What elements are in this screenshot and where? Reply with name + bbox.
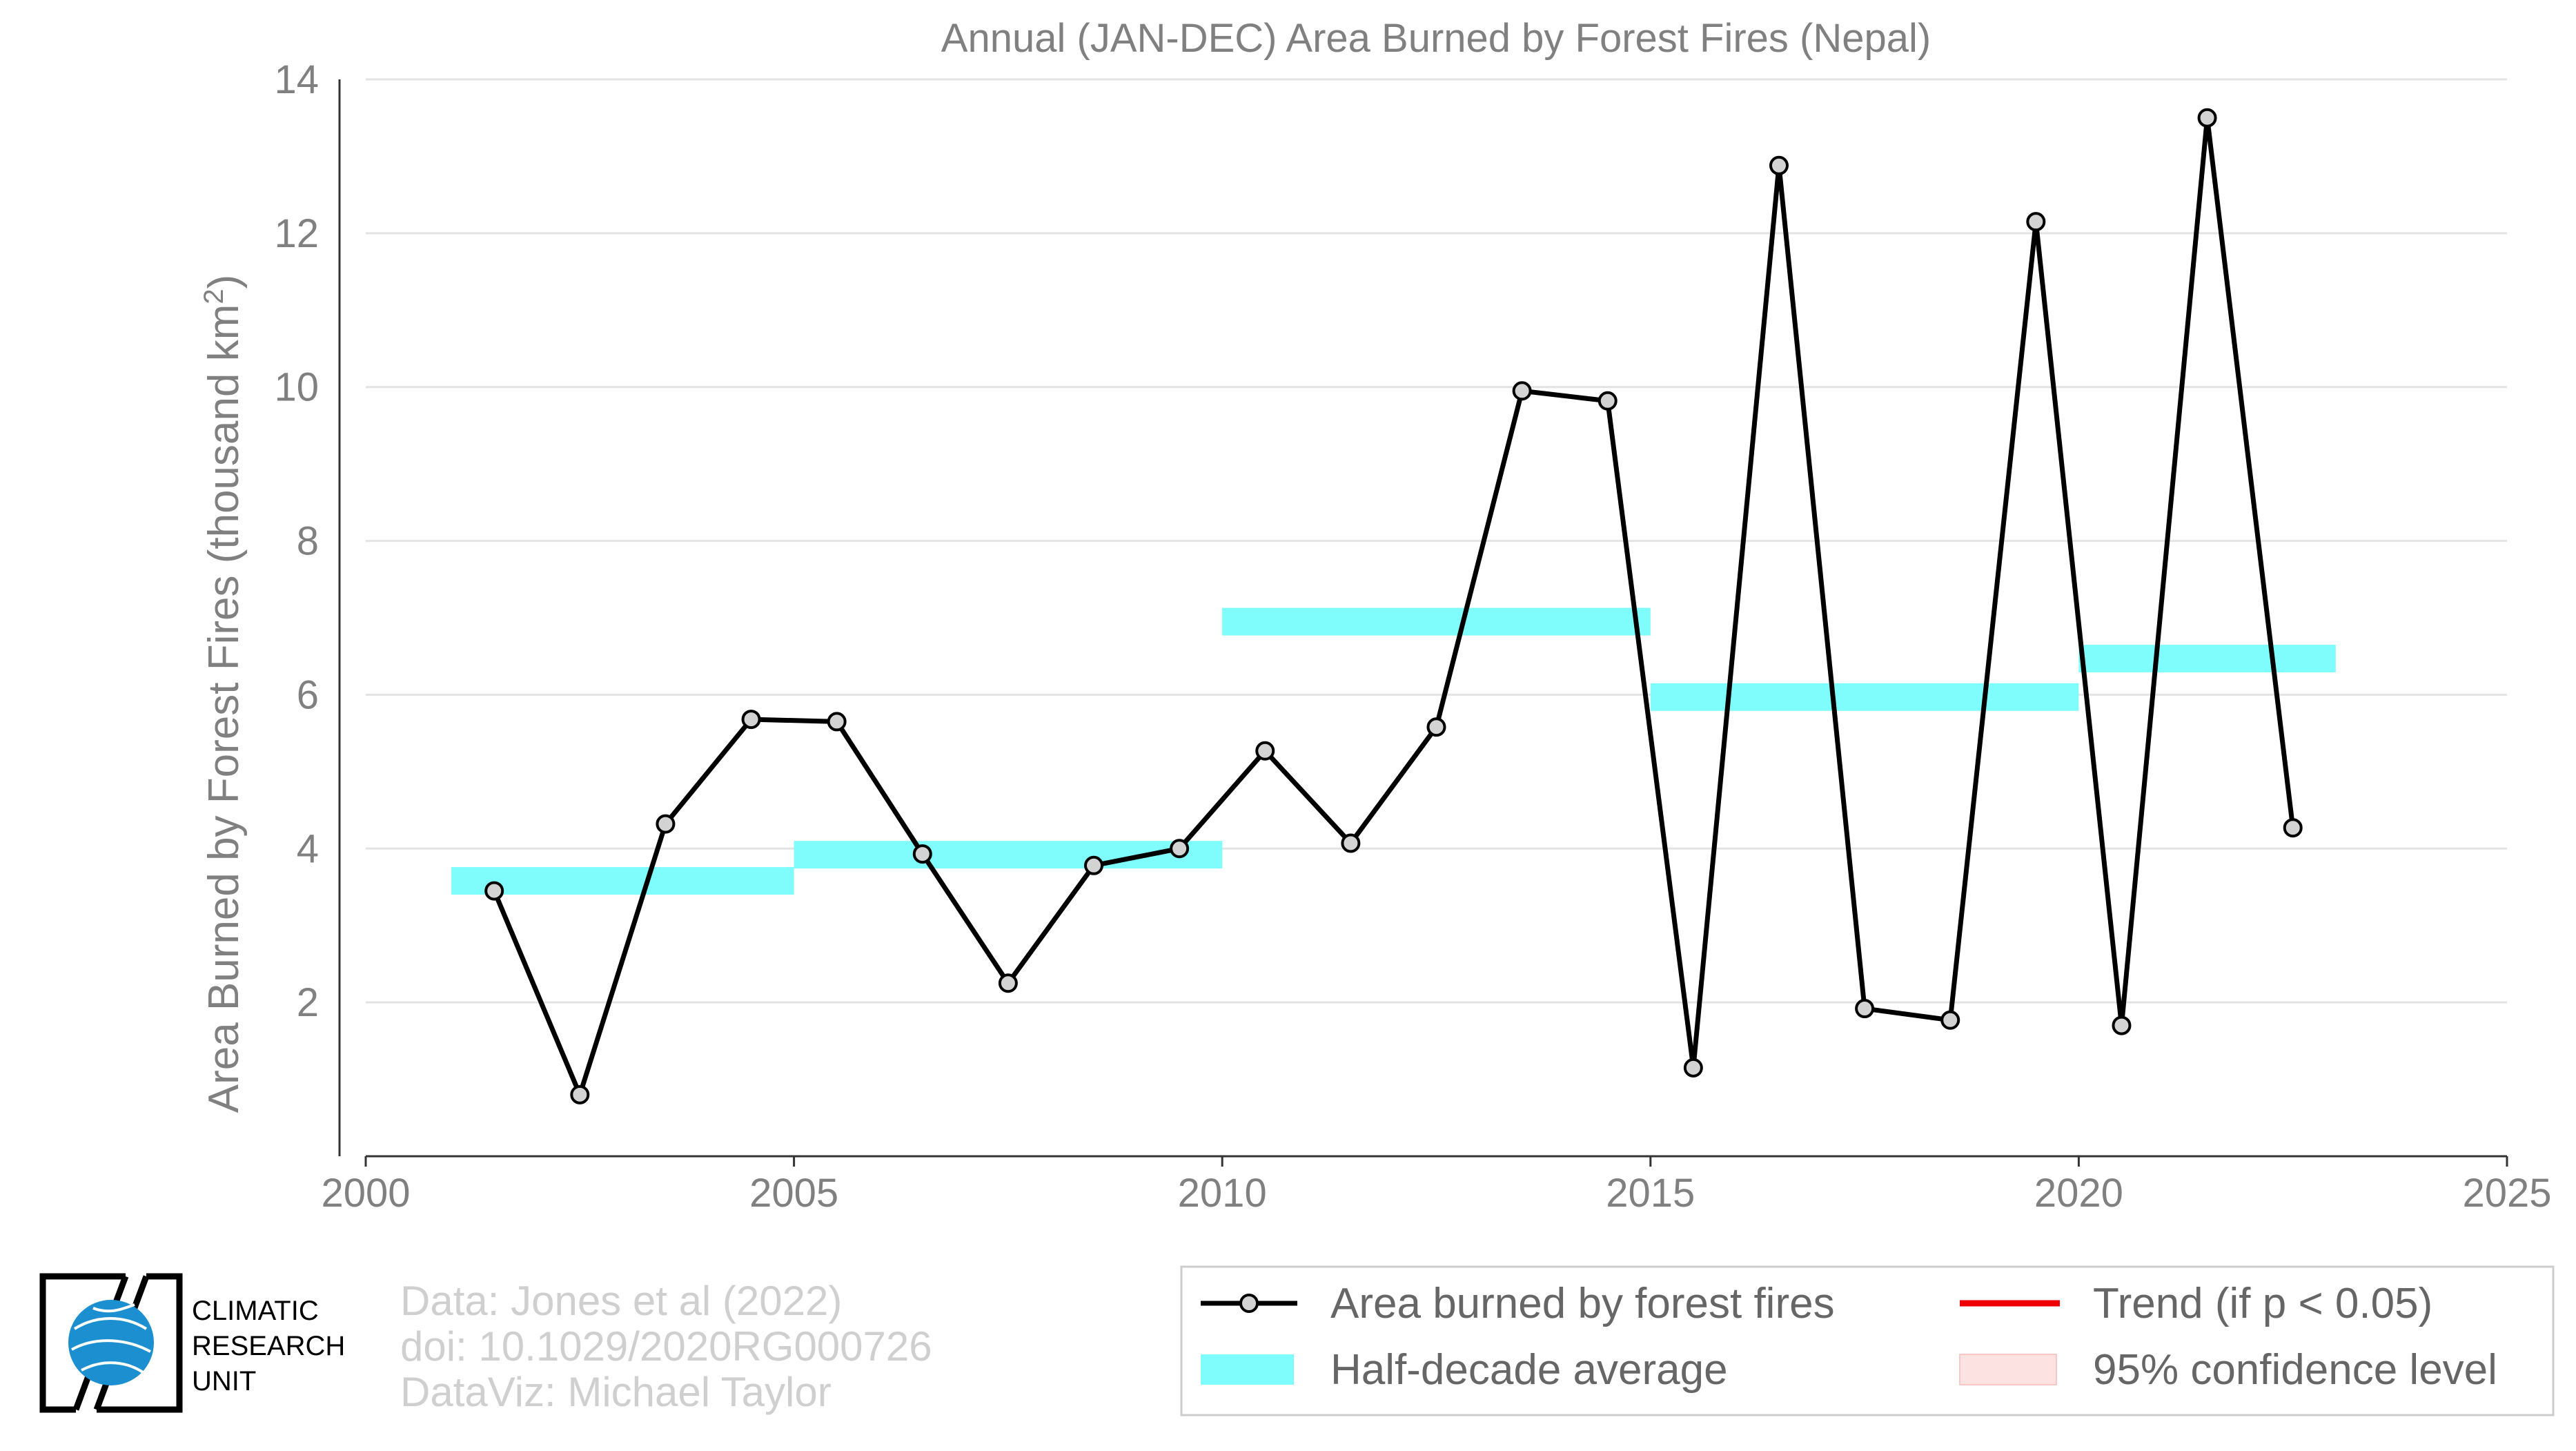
- data-point: [998, 973, 1018, 993]
- x-tick-label: 2020: [2034, 1171, 2123, 1216]
- half-decade-band: [1222, 607, 1651, 636]
- legend-label-trend: Trend (if p < 0.05): [2093, 1280, 2432, 1327]
- legend-swatch-half-decade: [1201, 1354, 1294, 1385]
- y-axis-label-superscript: 2: [199, 289, 229, 304]
- data-point: [1769, 155, 1789, 175]
- x-tick-label: 2015: [1606, 1171, 1695, 1216]
- chart-title: Annual (JAN-DEC) Area Burned by Forest F…: [941, 16, 1931, 61]
- data-point: [1683, 1058, 1703, 1078]
- credit-data: Data: Jones et al (2022): [400, 1278, 842, 1324]
- x-tick-label: 2025: [2462, 1171, 2551, 1216]
- y-tick-label: 8: [297, 519, 319, 564]
- axes: [338, 79, 2507, 1158]
- cru-logo: CLIMATIC RESEARCH UNIT: [39, 1273, 345, 1413]
- data-point: [1855, 999, 1875, 1019]
- y-axis-label-close: ): [200, 275, 248, 289]
- grid-lines: [366, 78, 2507, 1004]
- logo-text-2: RESEARCH: [192, 1331, 345, 1361]
- legend-marker-area-burned: [1239, 1294, 1259, 1313]
- half-decade-band: [1650, 683, 2079, 711]
- data-point: [2026, 212, 2046, 232]
- x-tick-label: 2010: [1178, 1171, 1267, 1216]
- y-tick-label: 4: [297, 826, 319, 871]
- data-point: [656, 814, 676, 834]
- data-point: [827, 712, 847, 732]
- half-decade-band: [451, 867, 794, 895]
- x-tick-label: 2005: [749, 1171, 838, 1216]
- y-tick-label: 12: [274, 211, 319, 256]
- data-point: [2283, 818, 2303, 838]
- data-point: [2197, 108, 2217, 128]
- y-tick-label: 14: [274, 57, 319, 102]
- data-point: [912, 844, 932, 864]
- legend-label-half-decade: Half-decade average: [1330, 1346, 1728, 1394]
- legend: Area burned by forest fires Trend (if p …: [1180, 1265, 2555, 1416]
- y-tick-labels: 2 4 6 8 10 12 14: [274, 57, 319, 1025]
- series-line: [491, 115, 2296, 1098]
- data-point: [570, 1084, 590, 1104]
- data-point: [1426, 717, 1446, 737]
- logo-text-3: UNIT: [192, 1366, 256, 1396]
- half-decade-average-bands: [451, 607, 2336, 895]
- data-point: [1512, 381, 1532, 401]
- data-point: [2112, 1015, 2132, 1035]
- y-tick-label: 2: [297, 980, 319, 1025]
- data-point: [1597, 391, 1618, 411]
- data-point: [1341, 833, 1361, 853]
- legend-box: [1180, 1265, 2555, 1416]
- logo-frame-icon: [39, 1273, 183, 1413]
- data-point: [1255, 741, 1275, 761]
- x-tick-labels: 2000 2005 2010 2015 2020 2025: [321, 1156, 2552, 1216]
- y-axis-label: Area Burned by Forest Fires (thousand km…: [199, 275, 248, 1113]
- half-decade-band: [2078, 645, 2336, 673]
- y-tick-label: 10: [274, 365, 319, 410]
- data-point: [1170, 839, 1190, 859]
- y-tick-label: 6: [297, 672, 319, 717]
- credit-doi: doi: 10.1029/2020RG000726: [400, 1323, 932, 1370]
- data-point: [741, 710, 761, 730]
- data-point: [1940, 1010, 1960, 1030]
- legend-swatch-confidence: [1959, 1354, 2057, 1385]
- logo-text-1: CLIMATIC: [192, 1296, 319, 1326]
- globe-swirl-icon: [71, 1303, 151, 1375]
- data-point: [484, 881, 504, 901]
- credit-dataviz: DataViz: Michael Taylor: [400, 1369, 832, 1415]
- legend-label-area-burned: Area burned by forest fires: [1330, 1280, 1835, 1327]
- series-area-burned: [484, 108, 2303, 1104]
- data-point: [1084, 855, 1104, 875]
- legend-label-confidence: 95% confidence level: [2093, 1346, 2497, 1394]
- y-axis-label-main: Area Burned by Forest Fires (thousand km: [200, 304, 248, 1113]
- x-tick-label: 2000: [321, 1171, 410, 1216]
